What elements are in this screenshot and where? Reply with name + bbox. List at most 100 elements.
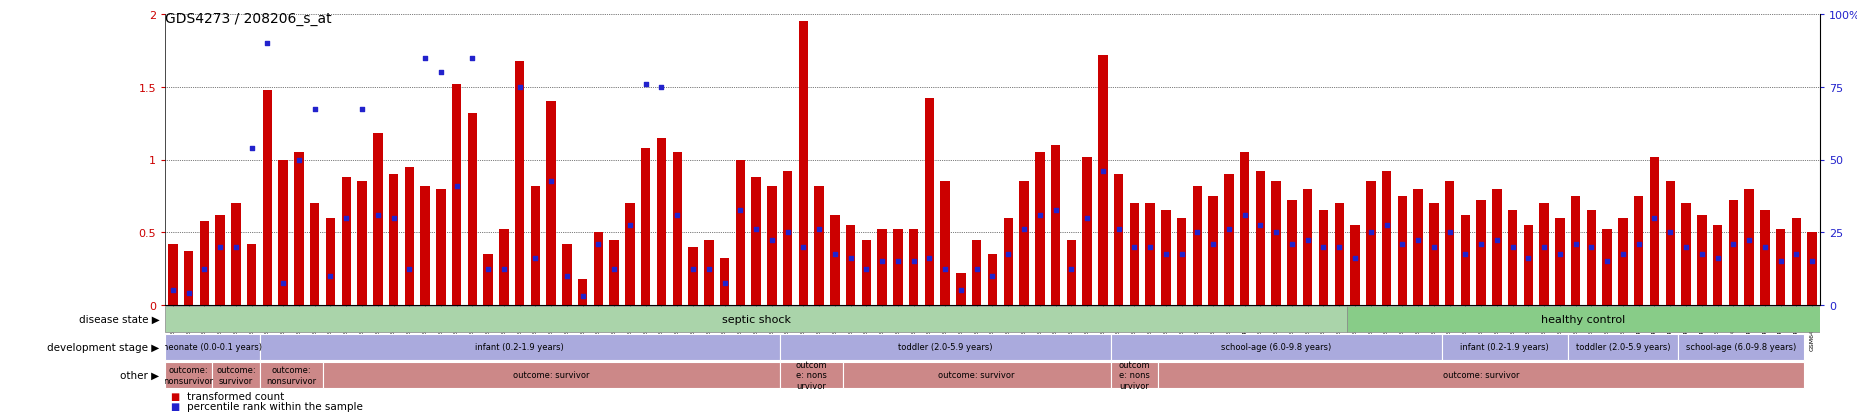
Point <box>773 229 802 236</box>
Point <box>331 215 360 221</box>
Point <box>1166 251 1196 258</box>
Bar <box>1097 56 1107 305</box>
Bar <box>1695 215 1705 305</box>
Bar <box>1255 172 1265 305</box>
Point <box>1434 229 1463 236</box>
Bar <box>500 230 509 305</box>
Point <box>267 280 297 287</box>
Bar <box>877 230 886 305</box>
Bar <box>212 362 260 389</box>
Point <box>1149 251 1179 258</box>
Bar <box>1539 204 1549 305</box>
Bar <box>279 160 288 305</box>
Bar <box>1601 230 1612 305</box>
Bar <box>405 167 414 305</box>
Text: septic shock: septic shock <box>721 314 789 324</box>
Point <box>299 106 329 113</box>
Bar <box>388 175 397 305</box>
Bar <box>719 259 730 305</box>
Bar <box>626 204 635 305</box>
Bar <box>436 189 446 305</box>
Bar <box>1110 334 1441 361</box>
Bar <box>165 362 212 389</box>
Point <box>804 226 834 233</box>
Point <box>253 41 282 47</box>
Bar <box>514 62 524 305</box>
Point <box>221 244 251 251</box>
Bar <box>704 240 713 305</box>
Text: toddler (2.0-5.9 years): toddler (2.0-5.9 years) <box>1575 343 1669 351</box>
Point <box>1701 256 1731 262</box>
Bar <box>1396 197 1406 305</box>
Point <box>457 55 487 62</box>
Point <box>741 226 771 233</box>
Point <box>1450 251 1480 258</box>
Bar <box>165 306 1346 332</box>
Text: outcom
e: nons
urvivоr: outcom e: nons urvivоr <box>795 360 826 390</box>
Bar <box>1508 211 1517 305</box>
Bar <box>988 254 997 305</box>
Point <box>1261 229 1291 236</box>
Point <box>977 273 1006 280</box>
Point <box>1213 226 1242 233</box>
Bar <box>925 99 934 305</box>
Text: school-age (6.0-9.8 years): school-age (6.0-9.8 years) <box>1220 343 1331 351</box>
Bar <box>1491 189 1500 305</box>
Point <box>836 256 865 262</box>
Bar <box>1003 218 1012 305</box>
Bar <box>184 252 193 305</box>
Bar <box>845 225 854 305</box>
Text: GDS4273 / 208206_s_at: GDS4273 / 208206_s_at <box>165 12 331 26</box>
Point <box>1718 241 1747 248</box>
Bar <box>451 85 461 305</box>
Point <box>1387 241 1417 248</box>
Text: development stage ▶: development stage ▶ <box>46 342 160 352</box>
Bar <box>1239 153 1248 305</box>
Text: outcome: survivor: outcome: survivor <box>513 370 589 380</box>
Bar <box>780 362 843 389</box>
Point <box>347 106 377 113</box>
Bar <box>1413 189 1422 305</box>
Point <box>1120 244 1149 251</box>
Point <box>1591 259 1621 265</box>
Bar <box>1382 172 1391 305</box>
Point <box>1307 244 1337 251</box>
Point <box>1276 241 1305 248</box>
Bar <box>594 233 604 305</box>
Text: outcome: survivor: outcome: survivor <box>938 370 1014 380</box>
Point <box>1577 244 1606 251</box>
Text: percentile rank within the sample: percentile rank within the sample <box>188 401 362 411</box>
Bar <box>563 244 572 305</box>
Point <box>930 266 960 272</box>
Point <box>1796 259 1825 265</box>
Bar <box>1632 197 1643 305</box>
Point <box>1198 241 1227 248</box>
Point <box>394 266 423 272</box>
Bar <box>293 153 303 305</box>
Point <box>1071 215 1101 221</box>
Text: infant (0.2-1.9 years): infant (0.2-1.9 years) <box>475 343 565 351</box>
Point <box>1103 226 1133 233</box>
Bar <box>799 22 808 305</box>
Bar <box>260 334 780 361</box>
Bar <box>165 334 260 361</box>
Point <box>1008 226 1038 233</box>
Bar <box>956 273 966 305</box>
Bar <box>578 279 587 305</box>
Point <box>189 266 219 272</box>
Point <box>615 222 644 229</box>
Bar <box>908 230 917 305</box>
Text: toddler (2.0-5.9 years): toddler (2.0-5.9 years) <box>897 343 992 351</box>
Bar <box>199 221 210 305</box>
Point <box>1370 222 1400 229</box>
Bar <box>1617 218 1627 305</box>
Point <box>442 183 472 190</box>
Bar <box>1664 182 1675 305</box>
Bar <box>483 254 492 305</box>
Point <box>1608 251 1638 258</box>
Point <box>1244 222 1274 229</box>
Point <box>568 293 598 300</box>
Bar <box>1129 204 1138 305</box>
Point <box>1623 241 1653 248</box>
Bar <box>1144 204 1155 305</box>
